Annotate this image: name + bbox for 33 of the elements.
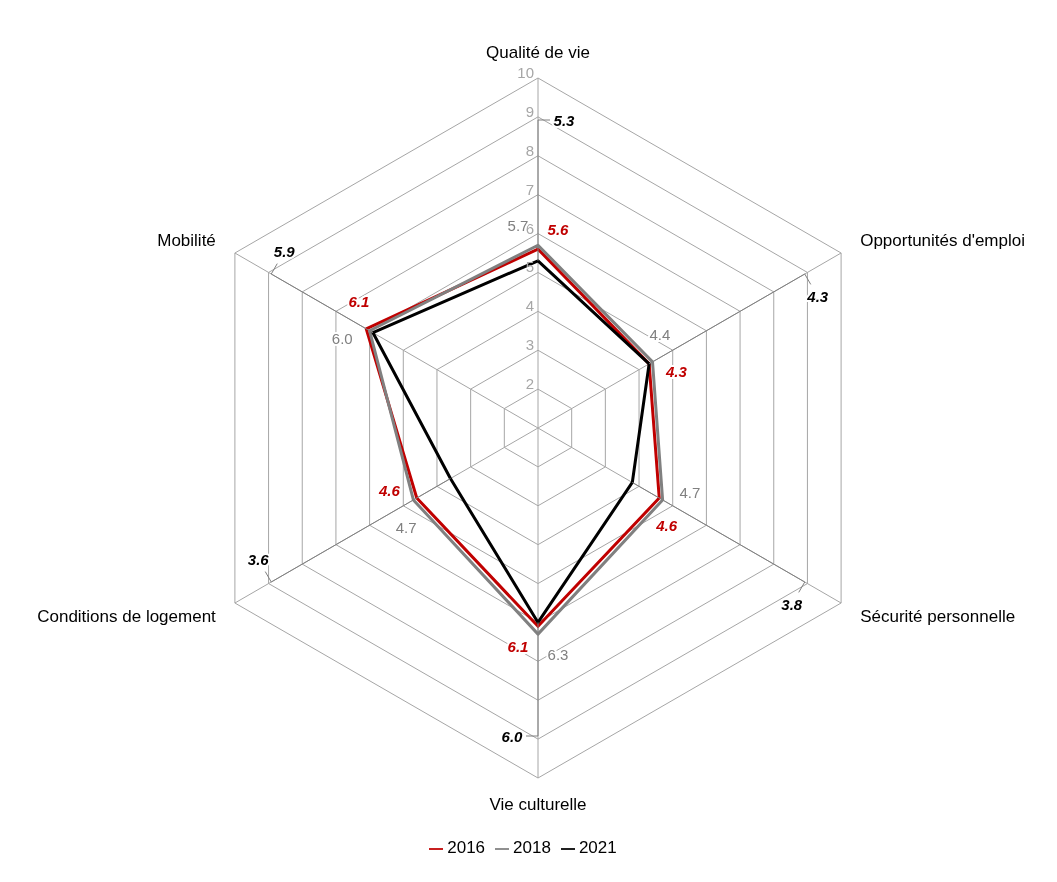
y-tick-label: 9 <box>525 102 534 120</box>
data-label: 5.3 <box>553 111 576 129</box>
y-tick-label: 10 <box>517 64 534 81</box>
y-tick-label: 2 <box>525 375 534 393</box>
data-label: 4.3 <box>806 288 829 306</box>
spoke-label: Qualité de vie <box>486 42 590 62</box>
data-label: 4.7 <box>679 484 701 502</box>
data-label: 3.8 <box>781 596 803 614</box>
legend-label: 2021 <box>578 838 617 857</box>
data-label: 4.7 <box>395 518 417 536</box>
data-label: 4.6 <box>378 482 401 500</box>
data-label: 4.4 <box>649 326 671 344</box>
spoke-label: Opportunités d'emploi <box>860 230 1026 250</box>
y-tick-label: 3 <box>525 336 534 354</box>
data-label: 5.9 <box>273 242 296 260</box>
data-label: 6.0 <box>501 727 524 745</box>
spoke-label: Conditions de logement <box>37 606 217 626</box>
legend-label: 2018 <box>513 838 551 857</box>
y-tick-label: 4 <box>525 297 534 315</box>
y-tick-label: 8 <box>525 141 534 159</box>
data-label: 6.1 <box>348 293 370 311</box>
data-label: 4.6 <box>655 516 678 534</box>
y-tick-label: 7 <box>525 180 534 198</box>
spoke-label: Mobilité <box>157 230 216 250</box>
legend-label: 2016 <box>447 838 486 857</box>
data-label: 6.1 <box>507 637 529 655</box>
data-label: 4.3 <box>665 362 688 380</box>
data-label: 3.6 <box>247 550 270 568</box>
spoke-label: Sécurité personnelle <box>860 606 1016 626</box>
spoke-label: Vie culturelle <box>489 794 587 814</box>
data-label: 6.3 <box>547 645 569 663</box>
data-label: 5.6 <box>547 220 570 238</box>
data-label: 6.0 <box>331 329 353 347</box>
